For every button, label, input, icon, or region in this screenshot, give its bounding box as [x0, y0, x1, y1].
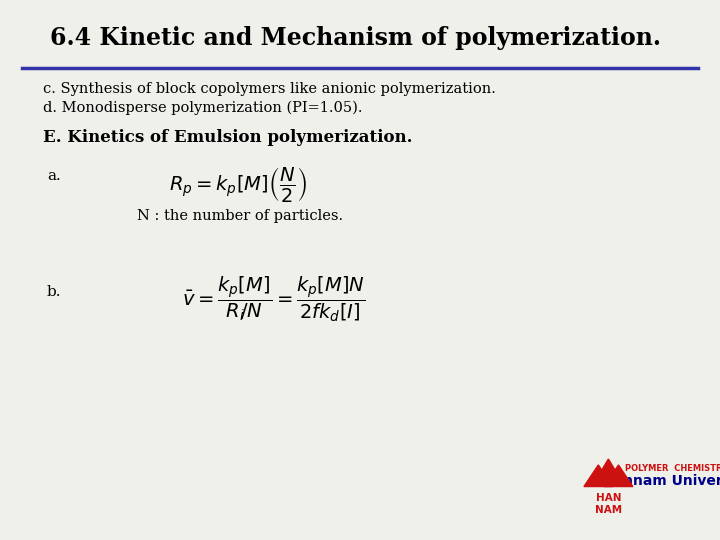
- Polygon shape: [584, 465, 613, 487]
- Text: $\bar{v} = \dfrac{k_p[M]}{\,R_i\!/N\,} = \dfrac{k_p[M]N}{2fk_d[I]}$: $\bar{v} = \dfrac{k_p[M]}{\,R_i\!/N\,} =…: [182, 275, 365, 325]
- Text: c. Synthesis of block copolymers like anionic polymerization.: c. Synthesis of block copolymers like an…: [43, 82, 496, 96]
- Text: $R_p = k_p[M]\left(\dfrac{N}{2}\right)$: $R_p = k_p[M]\left(\dfrac{N}{2}\right)$: [168, 165, 307, 204]
- Text: Hannam University: Hannam University: [602, 474, 720, 488]
- Polygon shape: [604, 465, 633, 487]
- Text: POLYMER  CHEMISTRY: POLYMER CHEMISTRY: [625, 464, 720, 472]
- Text: HAN
NAM: HAN NAM: [595, 493, 622, 515]
- Text: N : the number of particles.: N : the number of particles.: [137, 209, 343, 223]
- Text: b.: b.: [47, 285, 61, 299]
- Polygon shape: [595, 459, 621, 481]
- Text: a.: a.: [47, 168, 60, 183]
- Text: d. Monodisperse polymerization (PI=1.05).: d. Monodisperse polymerization (PI=1.05)…: [43, 101, 363, 115]
- Text: 6.4 Kinetic and Mechanism of polymerization.: 6.4 Kinetic and Mechanism of polymerizat…: [50, 26, 662, 50]
- Text: E. Kinetics of Emulsion polymerization.: E. Kinetics of Emulsion polymerization.: [43, 129, 413, 146]
